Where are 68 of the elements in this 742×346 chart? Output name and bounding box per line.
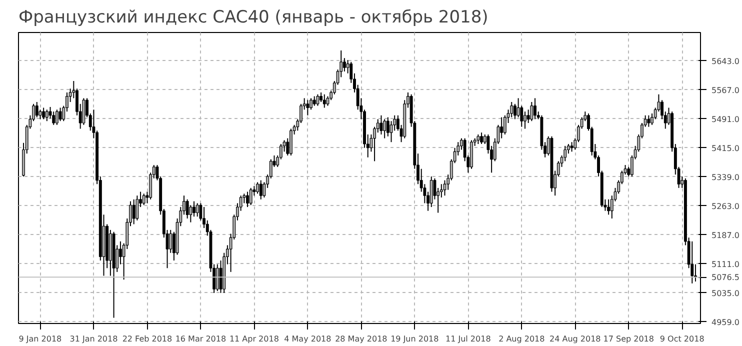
x-tick-label: 19 Jun 2018 <box>390 334 439 344</box>
candlestick <box>534 98 536 120</box>
candlestick <box>132 198 136 225</box>
y-tick-label: 5415.0 <box>712 144 740 153</box>
x-tick-label: 4 May 2018 <box>284 334 332 344</box>
candlestick <box>570 142 574 152</box>
candlestick <box>516 98 520 118</box>
candlestick <box>530 102 534 122</box>
x-tick-label: 2 Aug 2018 <box>498 334 545 344</box>
y-tick-label: 5339.0 <box>712 172 740 182</box>
x-tick-label: 16 Mar 2018 <box>175 334 226 344</box>
candlestick <box>380 114 383 135</box>
chart-title: Французский индекс CAC40 (январь - октябрь 2018) <box>18 8 488 28</box>
y-tick-label: 5111.0 <box>712 260 740 269</box>
candlestick <box>526 109 530 124</box>
candlestick <box>322 94 326 108</box>
candlestick <box>607 198 610 216</box>
candlestick <box>219 260 222 294</box>
candlestick <box>82 98 86 126</box>
candlestick <box>476 134 480 145</box>
candlestick <box>169 229 172 254</box>
candlestick <box>500 116 504 139</box>
candlestick <box>249 187 252 206</box>
x-tick-label: 24 Aug 2018 <box>550 334 601 344</box>
y-tick-label: 5491.0 <box>712 114 740 124</box>
candlestick <box>524 111 526 130</box>
candlestick <box>189 204 192 223</box>
x-tick-label: 11 Jul 2018 <box>446 334 491 344</box>
candlestick <box>256 182 260 194</box>
candlestick <box>35 102 38 118</box>
ref-line-label: 5076.5 <box>712 273 740 282</box>
candlestick <box>342 58 346 72</box>
candlestick <box>306 100 310 116</box>
candlestick <box>118 240 122 265</box>
candlestick <box>196 202 199 218</box>
candlestick <box>45 109 48 122</box>
candlestick <box>316 94 320 106</box>
candlestick <box>192 200 196 218</box>
y-tick-label: 5035.0 <box>712 288 740 298</box>
candlestick <box>186 198 189 219</box>
candlestick <box>383 118 386 139</box>
y-tick-label: 5643.0 <box>712 56 740 66</box>
candlestick <box>136 195 139 221</box>
y-tick-label: 5263.0 <box>712 202 740 211</box>
candlestick <box>216 264 219 292</box>
candlestick <box>289 128 292 156</box>
candlestick <box>55 109 58 126</box>
candlestick <box>58 107 62 122</box>
x-tick-label: 22 Feb 2018 <box>122 334 172 344</box>
x-tick-label: 9 Jan 2018 <box>18 334 62 344</box>
candlestick <box>52 111 56 126</box>
candlestick <box>480 132 483 145</box>
candlestick <box>690 240 694 284</box>
x-tick-label: 11 Apr 2018 <box>229 334 279 344</box>
candlestick <box>647 114 650 128</box>
x-tick-label: 31 Jan 2018 <box>70 334 118 344</box>
candlestick <box>42 107 46 120</box>
y-tick-label: 5567.0 <box>712 86 740 95</box>
candlestick <box>312 96 316 106</box>
candlestick <box>246 191 249 208</box>
x-tick-label: 9 Oct 2018 <box>660 334 704 344</box>
x-tick-label: 17 Sep 2018 <box>603 334 654 344</box>
candlestick <box>430 176 433 208</box>
x-tick-label: 28 May 2018 <box>335 334 388 344</box>
y-tick-label: 5187.0 <box>712 230 740 240</box>
candlestick <box>142 193 146 206</box>
candlestick <box>259 180 262 200</box>
y-tick-label: 4959.0 <box>712 318 740 327</box>
